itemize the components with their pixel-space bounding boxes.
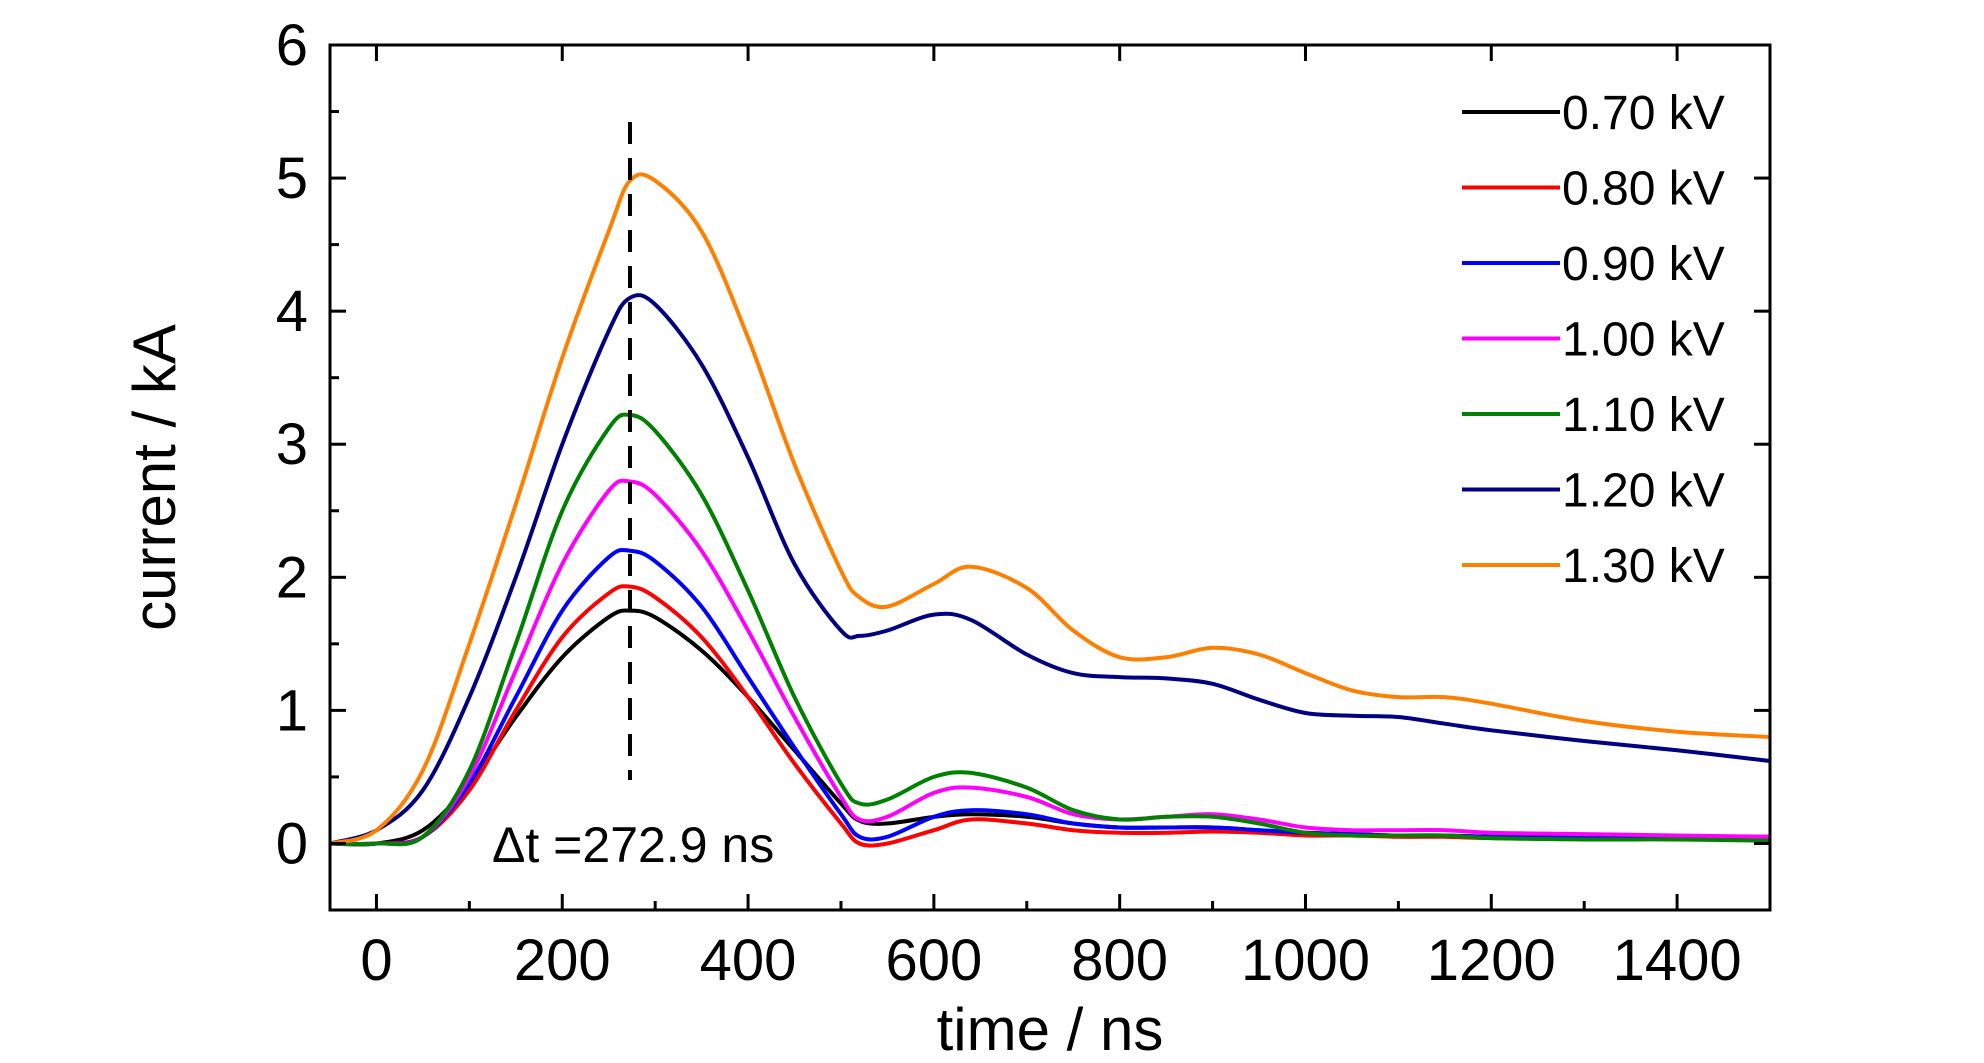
y-tick-label: 6 — [276, 13, 308, 78]
legend-label-2: 0.80 kV — [1562, 163, 1725, 216]
legend-label-5: 1.10 kV — [1562, 389, 1725, 442]
x-tick-label: 1200 — [1427, 928, 1556, 993]
x-tick-label: 800 — [1071, 928, 1168, 993]
series-line-1 — [329, 608, 1771, 847]
y-axis-ticks: 0 1 2 3 4 5 6 — [276, 13, 1770, 876]
legend-label-6: 1.20 kV — [1562, 465, 1725, 518]
x-axis-title: time / ns — [937, 996, 1164, 1063]
y-tick-label: 2 — [276, 545, 308, 610]
plot-frame — [328, 43, 1772, 912]
series-line-7 — [329, 172, 1771, 846]
series-line-4 — [329, 478, 1771, 846]
x-tick-label: 400 — [700, 928, 797, 993]
y-tick-label: 1 — [276, 678, 308, 743]
series-line-6 — [329, 293, 1771, 846]
legend-label-3: 0.90 kV — [1562, 238, 1725, 291]
x-tick-label: 0 — [360, 928, 392, 993]
y-axis-title: current / kA — [121, 324, 188, 631]
x-tick-label: 1400 — [1613, 928, 1742, 993]
series-line-5 — [329, 412, 1771, 847]
y-tick-label: 5 — [276, 146, 308, 211]
legend-label-7: 1.30 kV — [1562, 540, 1725, 593]
x-tick-label: 200 — [514, 928, 611, 993]
plot-marks — [329, 172, 1771, 848]
legend-label-4: 1.00 kV — [1562, 314, 1725, 367]
legend: 0.70 kV 0.80 kV 0.90 kV 1.00 kV 1.10 kV 1.20 … — [1462, 87, 1725, 593]
peak-time-annotation: Δt =272.9 ns — [492, 817, 774, 873]
x-tick-label: 1000 — [1241, 928, 1370, 993]
y-tick-label: 4 — [276, 279, 308, 344]
y-tick-label: 0 — [276, 811, 308, 876]
x-axis-ticks: 0 200 400 600 800 1000 1200 1400 — [360, 45, 1772, 993]
y-tick-label: 3 — [276, 412, 308, 477]
x-tick-label: 600 — [885, 928, 982, 993]
legend-label-1: 0.70 kV — [1562, 87, 1725, 140]
